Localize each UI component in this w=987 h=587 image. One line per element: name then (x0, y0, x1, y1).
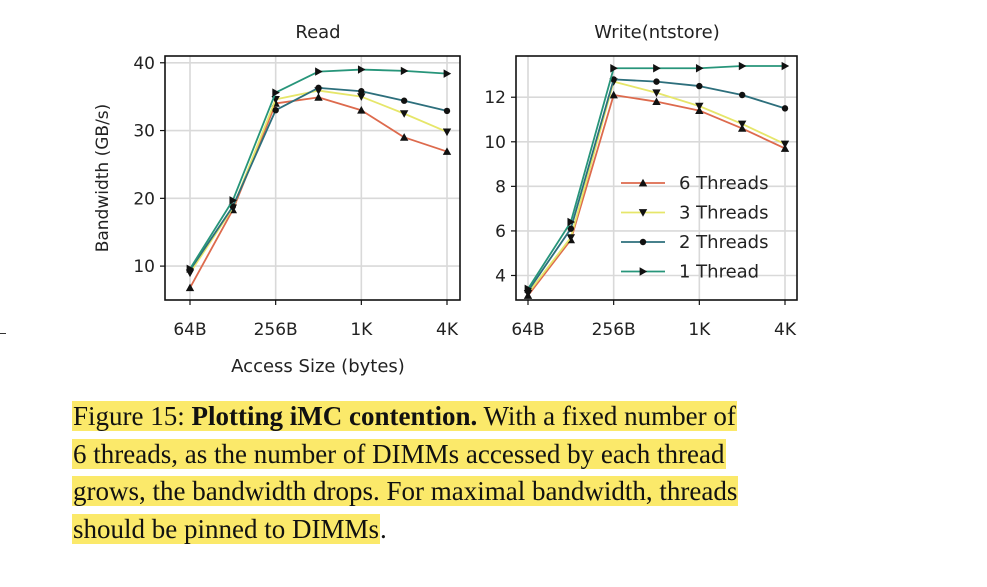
chart-write-ntstore-series-6-threads-point (609, 90, 618, 99)
chart-read-xtick-label: 256B (254, 320, 298, 340)
chart-read-series-2-threads-point (358, 88, 365, 95)
chart-read-series-6-threads-line (189, 96, 448, 289)
chart-write-ntstore-legend-3-threads-marker (638, 209, 648, 217)
chart-read-series-2-threads-point (272, 107, 279, 114)
margin-mark (0, 333, 6, 334)
chart-read-ylabel: Bandwidth (GB/s) (93, 104, 113, 253)
chart-write-ntstore-series-2-threads-point (781, 105, 789, 112)
chart-read-frame (164, 55, 461, 301)
chart-write-ntstore-xtick-label: 4K (774, 320, 797, 340)
chart-write-ntstore-series-3-threads-point (737, 120, 747, 129)
chart-write-ntstore-legend-2-threads-marker (639, 238, 647, 246)
chart-read-ytick-label: 40 (133, 54, 155, 74)
chart-write-ntstore-legend-6-threads-marker (638, 178, 648, 187)
chart-read-series-6-threads-point (399, 133, 409, 141)
chart-write-ntstore-series-2-threads-point (696, 82, 703, 90)
chart-write-ntstore-legend-1-thread-marker (639, 267, 648, 276)
chart-write-ntstore-ytick-label: 6 (495, 222, 506, 242)
chart-read-series-3-threads-point (442, 128, 452, 137)
chart-write-ntstore-legend-1-thread-label: 1 Thread (679, 262, 759, 283)
chart-read-series-2-threads (186, 84, 451, 274)
chart-write-ntstore-legend: 6 Threads 3 Threads 2 Threads 1 Thread (621, 173, 769, 283)
chart-read-series-2-threads-point (229, 203, 237, 210)
chart-write-ntstore-series-3-threads-point (780, 140, 790, 149)
chart-read-series-6-threads (185, 93, 452, 292)
chart-write-ntstore-ytick-label: 8 (495, 177, 506, 197)
chart-read-series-1-thread-point (272, 88, 280, 97)
chart-write-ntstore-xtick-label: 256B (592, 320, 636, 340)
chart-write-ntstore-title: Write(ntstore) (594, 22, 720, 43)
chart-write-ntstore-series-1-thread (524, 61, 790, 294)
chart-write-ntstore-xtick-label: 1K (688, 320, 711, 340)
chart-write-ntstore-ytick-label: 10 (484, 133, 506, 153)
chart-write-ntstore-series-2-threads (524, 76, 789, 295)
chart-read-series-1-thread-point (229, 196, 238, 205)
chart-read-xtick-label: 64B (173, 320, 206, 340)
chart-write-ntstore-series-1-thread-point (695, 64, 704, 73)
caption-label: Figure 15: (73, 401, 185, 431)
caption-line-1: Figure 15: Plotting iMC contention. With… (72, 401, 737, 431)
chart-write-ntstore-ytick-label: 12 (484, 88, 506, 108)
chart-read-xtick-label: 4K (436, 320, 459, 340)
chart-read-series-6-threads-point (442, 147, 452, 155)
chart-read-series-1-thread-point (186, 264, 195, 274)
chart-write-ntstore-series-1-thread-point (524, 284, 533, 294)
chart-write-ntstore-series-1-thread-point (781, 61, 790, 71)
caption-line1-rest: With a fixed number of (483, 401, 736, 431)
chart-read-series-1-thread-point (443, 69, 452, 78)
chart-read-series-6-threads-point (185, 283, 195, 292)
chart-read: 64B 256B 1K 4K 10 20 30 40 Read Bandwidth (GB/s) A… (93, 22, 461, 377)
caption-end: . (380, 513, 387, 544)
chart-read-ytick-label: 20 (133, 189, 155, 209)
caption-title: Plotting iMC contention. (191, 401, 478, 431)
chart-write-ntstore-series-3-threads-point (695, 102, 704, 111)
chart-write-ntstore-series-1-thread-point (610, 64, 618, 73)
chart-write-ntstore: 64B 256B 1K 4K 4 6 8 10 12 Write(ntstore) 6 Thread… (484, 22, 798, 340)
chart-write-ntstore-series-1-thread-point (653, 64, 661, 73)
chart-read-series-3-threads-point (357, 93, 366, 101)
chart-read-ytick-label: 10 (133, 257, 155, 277)
chart-write-ntstore-series-2-threads-point (567, 225, 575, 232)
chart-read-series-2-threads-point (443, 107, 451, 115)
chart-read-series-2-threads-point (315, 84, 322, 92)
chart-read-series-2-threads-point (400, 97, 408, 104)
caption-line-2: 6 threads, as the number of DIMMs access… (72, 438, 726, 469)
chart-write-ntstore-ytick-label: 4 (495, 266, 506, 286)
caption-line-4: should be pinned to DIMMs (72, 513, 380, 544)
chart-read-series-3-threads-point (399, 110, 409, 118)
chart-write-ntstore-series-2-threads-point (738, 91, 746, 99)
chart-write-ntstore-xtick-label: 64B (511, 320, 544, 340)
chart-write-ntstore-frame (515, 55, 798, 301)
chart-write-ntstore-series-3-threads-point (652, 89, 661, 97)
chart-read-series-1-thread-point (400, 66, 409, 76)
chart-read-series-1-thread-point (357, 65, 366, 74)
chart-write-ntstore-legend-2-threads-label: 2 Threads (679, 232, 769, 253)
chart-write-ntstore-series-1-thread-point (738, 61, 747, 71)
chart-write-ntstore-series-1-thread-point (567, 217, 576, 227)
chart-read-series-1-thread-point (315, 67, 323, 76)
chart-write-ntstore-series-3-threads-point (566, 234, 576, 242)
chart-read-series-1-thread (186, 65, 452, 274)
chart-read-series-3-threads (185, 87, 452, 278)
chart-read-xlabel: Access Size (bytes) (231, 356, 405, 377)
chart-read-ytick-label: 30 (133, 122, 155, 142)
chart-read-xtick-label: 1K (350, 320, 373, 340)
chart-read-series-6-threads-point (314, 93, 323, 101)
chart-write-ntstore-series-2-threads-point (610, 76, 617, 83)
chart-write-ntstore-series-2-threads-point (653, 78, 660, 85)
bandwidth-charts: 64B 256B 1K 4K 10 20 30 40 Read Bandwidth (GB/s) A… (93, 22, 798, 377)
chart-write-ntstore-legend-6-threads-label: 6 Threads (679, 173, 769, 194)
chart-write-ntstore-series-6-threads-point (652, 97, 661, 106)
chart-read-series-6-threads-point (357, 106, 366, 114)
chart-read-series-3-threads-line (189, 89, 448, 274)
chart-read-title: Read (295, 22, 340, 43)
figure-caption: Figure 15: Plotting iMC contention. With… (72, 398, 832, 548)
caption-line-3: grows, the bandwidth drops. For maximal … (72, 476, 739, 506)
chart-write-ntstore-legend-3-threads-label: 3 Threads (679, 203, 769, 224)
